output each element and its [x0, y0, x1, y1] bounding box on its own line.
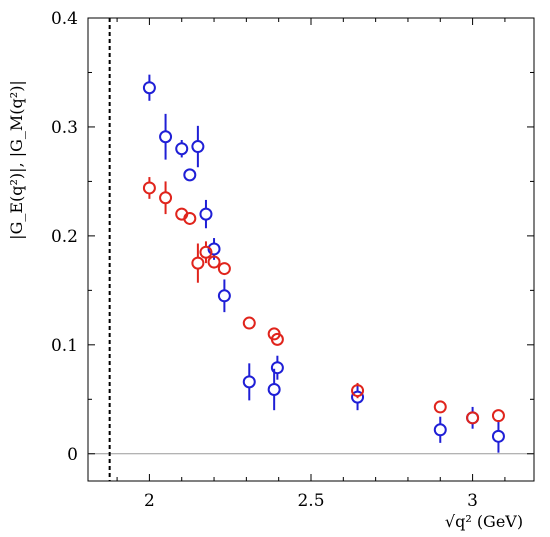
data-point — [159, 130, 173, 144]
data-point — [159, 191, 173, 205]
y-axis-title: |G_E(q²)|, |G_M(q²)| — [7, 80, 26, 240]
data-point — [351, 390, 365, 404]
data-point — [433, 423, 447, 437]
data-point — [207, 255, 221, 269]
data-point — [242, 375, 256, 389]
data-point — [242, 316, 256, 330]
data-point — [491, 429, 505, 443]
x-tick-label: 2 — [144, 491, 155, 511]
data-point — [351, 384, 365, 398]
data-point — [270, 361, 284, 375]
data-point — [183, 211, 197, 225]
data-point — [191, 140, 205, 154]
series-2 — [142, 177, 505, 425]
x-tick-label: 2.5 — [297, 491, 324, 511]
data-point — [142, 181, 156, 195]
data-point — [433, 400, 447, 414]
data-point — [175, 142, 189, 156]
data-point — [217, 262, 231, 276]
data-point — [199, 207, 213, 221]
data-point — [199, 245, 213, 259]
data-point — [207, 242, 221, 256]
y-tick-label: 0.3 — [51, 118, 78, 138]
y-tick-label: 0.1 — [51, 336, 78, 356]
data-point — [270, 332, 284, 346]
data-point — [491, 409, 505, 423]
y-tick-label: 0 — [67, 445, 78, 465]
data-point — [183, 168, 197, 182]
data-point — [267, 382, 281, 396]
data-point — [466, 411, 480, 425]
y-tick-label: 0.2 — [51, 227, 78, 247]
series-1 — [142, 74, 505, 453]
data-point — [217, 289, 231, 303]
y-tick-label: 0.4 — [51, 9, 78, 29]
data-point — [142, 81, 156, 95]
x-tick-label: 3 — [467, 491, 478, 511]
x-axis-title: √q² (GeV) — [445, 512, 523, 531]
data-point — [191, 256, 205, 270]
